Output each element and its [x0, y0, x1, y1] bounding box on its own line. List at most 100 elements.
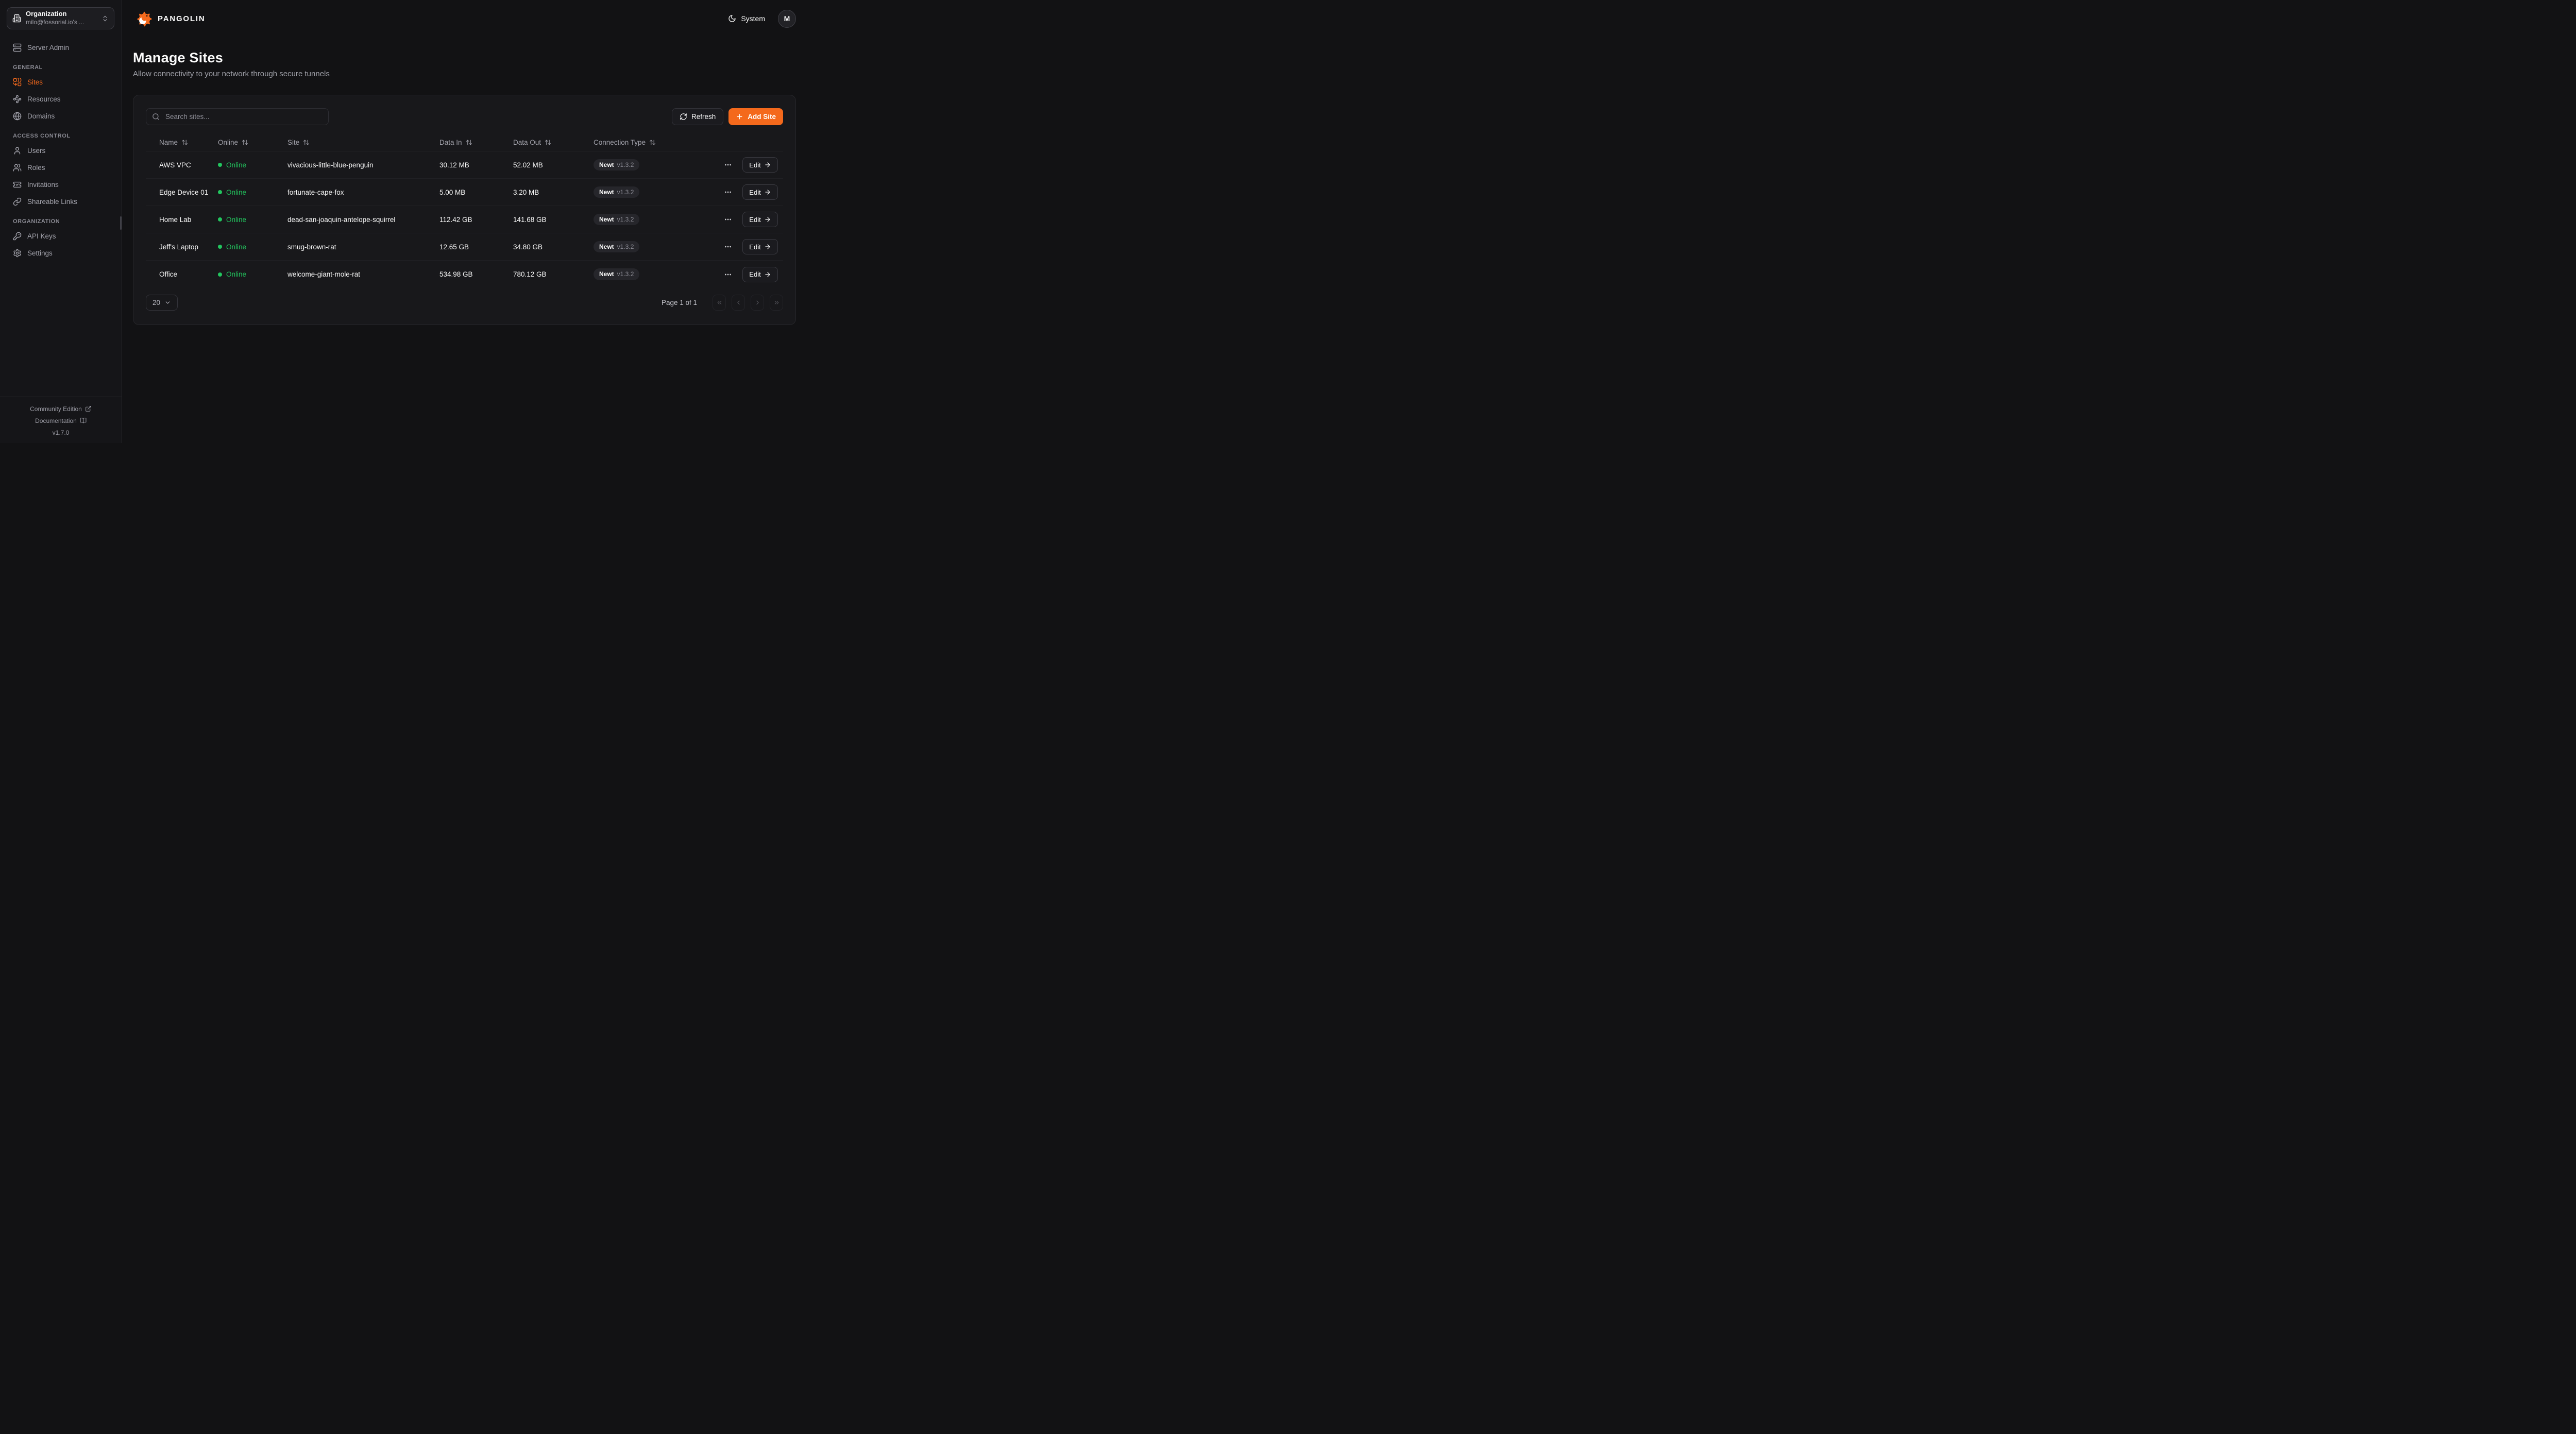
- sidebar-item-server-admin[interactable]: Server Admin: [6, 39, 115, 56]
- search-input[interactable]: [164, 112, 323, 121]
- connection-type-badge: Newt v1.3.2: [594, 159, 640, 171]
- data-in-cell: 30.12 MB: [439, 161, 469, 169]
- chevron-down-icon: [165, 301, 170, 304]
- sidebar-item-sites[interactable]: Sites: [6, 74, 115, 91]
- org-switcher[interactable]: Organization milo@fossorial.io's ...: [7, 7, 114, 29]
- site-id-cell: welcome-giant-mole-rat: [287, 270, 361, 278]
- table-row-home-lab: Home Lab Online dead-san-joaquin-antelope-…: [146, 206, 783, 233]
- add-site-label: Add Site: [748, 113, 776, 121]
- row-menu-button[interactable]: [722, 213, 734, 226]
- data-out-cell: 780.12 GB: [513, 270, 547, 278]
- edit-button[interactable]: Edit: [742, 266, 778, 282]
- nav-heading-access-control: ACCESS CONTROL: [13, 133, 71, 139]
- search-icon: [152, 113, 159, 120]
- sidebar-item-invitations[interactable]: Invitations: [6, 176, 115, 193]
- last-page-button[interactable]: [770, 295, 783, 311]
- documentation-link[interactable]: Documentation: [0, 415, 122, 426]
- site-name-cell: Office: [159, 270, 178, 278]
- edit-button[interactable]: Edit: [742, 157, 778, 173]
- column-header-name[interactable]: Name: [146, 139, 218, 146]
- sidebar-item-users[interactable]: Users: [6, 142, 115, 159]
- community-edition-link[interactable]: Community Edition: [0, 403, 122, 415]
- theme-toggle[interactable]: System: [725, 14, 768, 23]
- pager-buttons: [713, 295, 783, 311]
- site-id-cell: vivacious-little-blue-penguin: [287, 161, 374, 169]
- previous-page-button[interactable]: [732, 295, 745, 311]
- table-footer: 20 Page 1 of 1: [146, 295, 783, 311]
- sidebar-item-label: Invitations: [27, 181, 59, 189]
- edit-button[interactable]: Edit: [742, 212, 778, 227]
- sidebar-item-api-keys[interactable]: API Keys: [6, 228, 115, 245]
- sidebar-item-resources[interactable]: Resources: [6, 91, 115, 108]
- edit-button[interactable]: Edit: [742, 184, 778, 200]
- users-icon: [13, 164, 22, 172]
- data-in-cell: 112.42 GB: [439, 215, 472, 224]
- refresh-button[interactable]: Refresh: [671, 108, 724, 125]
- column-header-connection-type[interactable]: Connection Type: [594, 139, 716, 146]
- external-link-icon: [85, 406, 91, 412]
- edit-button[interactable]: Edit: [742, 239, 778, 254]
- chevrons-up-down-icon: [103, 15, 107, 21]
- book-open-icon: [80, 418, 87, 423]
- sidebar: Organization milo@fossorial.io's ... Ser…: [0, 0, 122, 443]
- org-switcher-text: Organization milo@fossorial.io's ...: [26, 10, 97, 26]
- site-name-cell: AWS VPC: [159, 161, 191, 169]
- table-row-office: Office Online welcome-giant-mole-rat 534.98…: [146, 261, 783, 288]
- globe-icon: [13, 112, 22, 121]
- data-in-cell: 12.65 GB: [439, 243, 469, 251]
- row-menu-button[interactable]: [722, 241, 734, 253]
- nav-heading-general: GENERAL: [13, 64, 43, 71]
- data-in-cell: 534.98 GB: [439, 270, 473, 278]
- data-out-cell: 3.20 MB: [513, 188, 539, 196]
- column-header-online[interactable]: Online: [218, 139, 287, 146]
- next-page-button[interactable]: [751, 295, 764, 311]
- brand-name: PANGOLIN: [158, 14, 206, 23]
- arrow-right-icon: [765, 244, 770, 249]
- sidebar-item-shareable-links[interactable]: Shareable Links: [6, 193, 115, 210]
- data-in-cell: 5.00 MB: [439, 188, 466, 196]
- arrow-up-down-icon: [303, 140, 310, 145]
- pangolin-logo[interactable]: PANGOLIN: [133, 10, 208, 28]
- sidebar-item-label: API Keys: [27, 232, 56, 240]
- sidebar-item-roles[interactable]: Roles: [6, 159, 115, 176]
- online-status-cell: Online: [218, 189, 287, 196]
- column-header-data-in[interactable]: Data In: [439, 139, 513, 146]
- sidebar-item-settings[interactable]: Settings: [6, 245, 115, 262]
- site-name-cell: Edge Device 01: [159, 188, 209, 196]
- page-size-value: 20: [152, 299, 161, 306]
- org-switcher-title: Organization: [26, 10, 67, 18]
- sidebar-nav: Server Admin GENERAL Sites Resources Domains…: [0, 29, 122, 262]
- table-row-jeff-s-laptop: Jeff's Laptop Online smug-brown-rat 12.65 G…: [146, 233, 783, 261]
- row-menu-button[interactable]: [722, 159, 734, 171]
- column-header-site[interactable]: Site: [287, 139, 439, 146]
- user-avatar[interactable]: M: [778, 9, 796, 28]
- sidebar-scrollbar-thumb[interactable]: [120, 216, 122, 230]
- arrow-up-down-icon: [545, 140, 551, 145]
- online-dot: [218, 163, 222, 167]
- table-row-aws-vpc: AWS VPC Online vivacious-little-blue-pengu…: [146, 151, 783, 179]
- page-header: Manage Sites Allow connectivity to your …: [133, 37, 796, 78]
- row-menu-button[interactable]: [722, 186, 734, 198]
- chevron-left-icon: [737, 300, 740, 305]
- nav-heading-organization: ORGANIZATION: [13, 218, 60, 225]
- arrow-right-icon: [765, 271, 770, 277]
- online-status-cell: Online: [218, 270, 287, 278]
- page-title: Manage Sites: [133, 50, 223, 65]
- page-status: Page 1 of 1: [661, 299, 697, 306]
- sidebar-item-label: Sites: [27, 78, 43, 86]
- column-header-data-out[interactable]: Data Out: [513, 139, 594, 146]
- sidebar-item-label: Settings: [27, 249, 53, 257]
- ellipsis-icon: [725, 191, 731, 193]
- add-site-button[interactable]: Add Site: [728, 108, 783, 125]
- sidebar-item-label: Users: [27, 147, 46, 155]
- ellipsis-icon: [725, 274, 731, 275]
- chevrons-right-icon: [774, 301, 778, 304]
- arrow-right-icon: [765, 162, 770, 167]
- gear-icon: [13, 249, 21, 258]
- row-menu-button[interactable]: [722, 268, 734, 281]
- page-size-select[interactable]: 20: [146, 295, 178, 311]
- community-edition-label: Community Edition: [30, 405, 82, 413]
- sidebar-item-domains[interactable]: Domains: [6, 108, 115, 125]
- first-page-button[interactable]: [713, 295, 726, 311]
- theme-label: System: [741, 14, 765, 23]
